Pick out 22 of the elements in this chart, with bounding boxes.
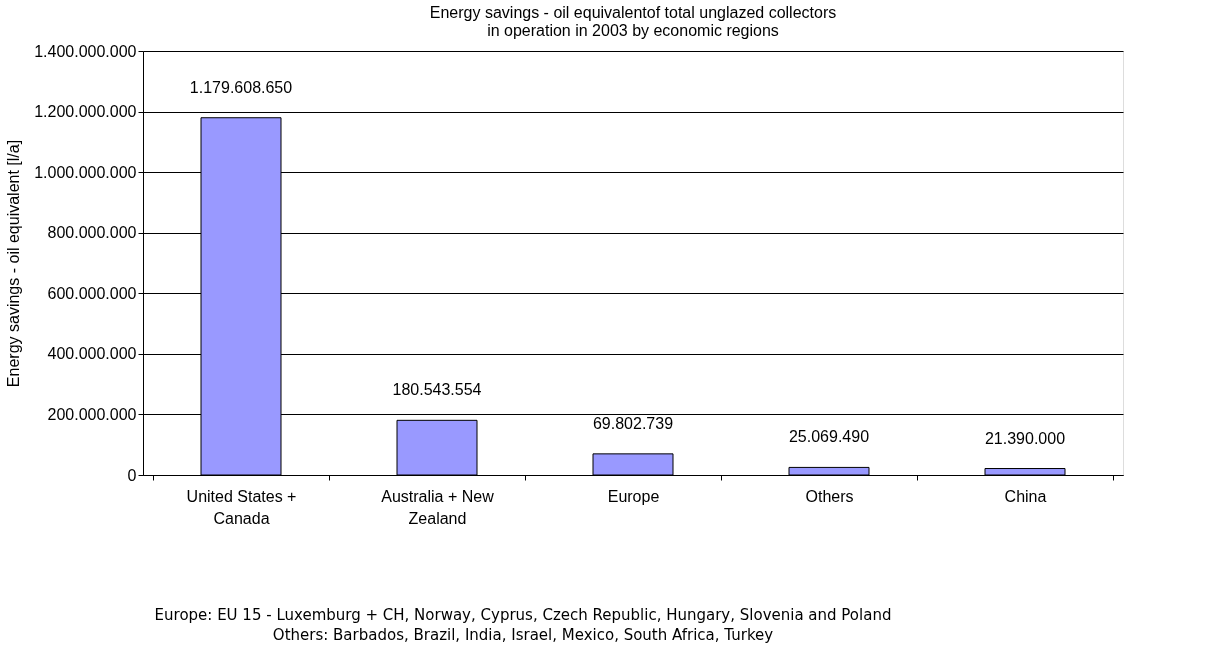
y-tick-label: 1.000.000.000: [34, 163, 137, 181]
chart-title: Energy savings - oil equivalentof total unglazed collectors in operation in 2003 by economic regions: [429, 4, 837, 39]
y-tick-label: 1.200.000.000: [34, 103, 137, 121]
y-tick-label: 800.000.000: [47, 224, 137, 242]
y-axis-title: Energy savings - oil equivalent [l/a]: [5, 139, 23, 388]
data-label: 21.390.000: [984, 429, 1066, 447]
data-label: 69.802.739: [592, 414, 674, 432]
x-tick-label: China: [1004, 487, 1047, 505]
y-tick-label: 0: [127, 466, 137, 484]
x-tick-label: United States + Canada: [186, 487, 297, 527]
text: Others: Barbados, Brazil, India, Israel, Mexico, South Africa, Turkey: [272, 626, 774, 644]
x-tick-label: Australia + New Zealand: [381, 487, 495, 527]
y-tick-label: 1.400.000.000: [34, 42, 137, 60]
y-tick-label: 400.000.000: [47, 345, 137, 363]
y-tick-label: 200.000.000: [47, 405, 137, 423]
data-label: 25.069.490: [788, 428, 870, 446]
text: Europe: EU 15 - Luxemburg + CH, Norway, Cyprus, Czech Republic, Hungary, Slovenia and Poland: [154, 606, 892, 624]
data-label: 180.543.554: [392, 381, 482, 399]
data-label: 1.179.608.650: [189, 78, 293, 96]
y-tick-label: 600.000.000: [47, 284, 137, 302]
x-tick-label: Others: [805, 487, 854, 505]
x-tick-label: Europe: [607, 487, 660, 505]
